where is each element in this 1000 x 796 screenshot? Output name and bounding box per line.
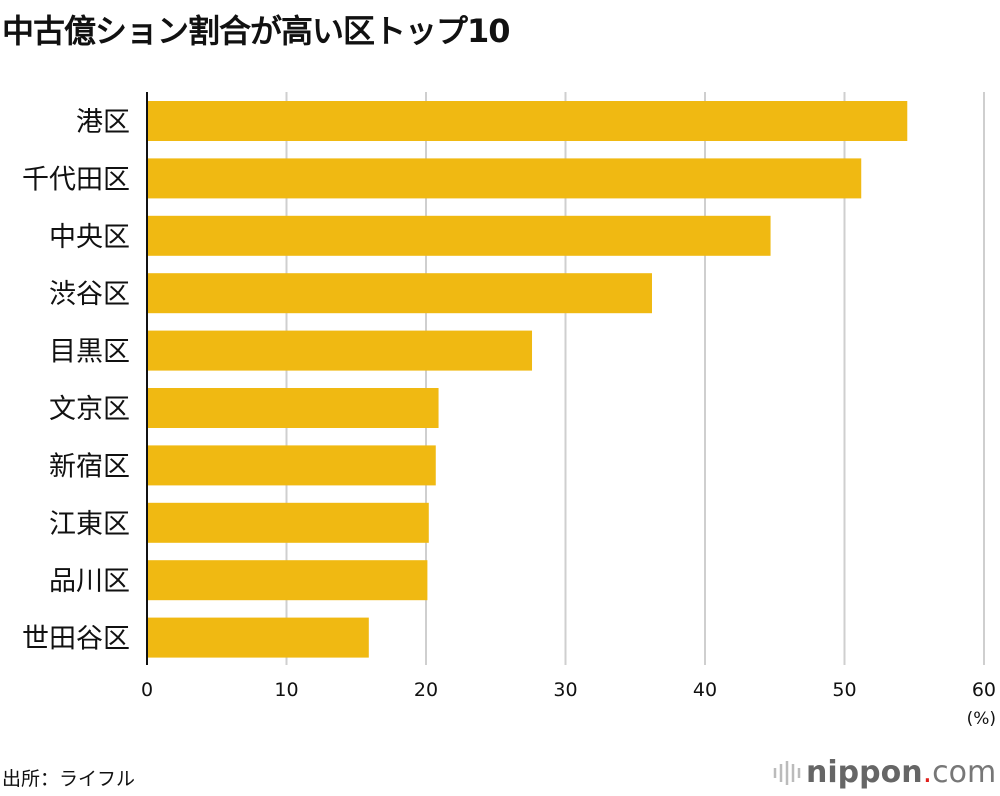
sound-wave-icon	[773, 761, 801, 785]
category-label: 目黒区	[49, 337, 130, 368]
source-note: 出所：ライフル	[2, 768, 136, 790]
category-label: 港区	[76, 107, 130, 138]
category-label: 世田谷区	[22, 624, 130, 655]
category-label: 文京区	[49, 394, 130, 425]
category-label: 中央区	[49, 222, 130, 253]
bar	[147, 388, 439, 428]
bar	[147, 101, 908, 141]
logo-suffix: com	[932, 755, 997, 790]
bar	[147, 617, 369, 658]
logo-name: nippon	[806, 755, 923, 790]
bar	[147, 502, 429, 543]
logo-dot: .	[922, 755, 933, 790]
category-label: 千代田区	[22, 164, 130, 195]
x-tick-label: 0	[141, 679, 153, 701]
x-tick-label: 10	[274, 679, 298, 701]
x-tick-label: 50	[832, 679, 856, 701]
bar	[147, 560, 428, 601]
chart-title: 中古億ション割合が高い区トップ10	[2, 12, 511, 50]
category-label: 新宿区	[49, 451, 130, 482]
x-tick-label: 60	[972, 679, 996, 701]
bar	[147, 158, 862, 199]
bar	[147, 273, 652, 314]
bar	[147, 330, 533, 371]
category-label: 江東区	[49, 509, 130, 540]
x-tick-label: 20	[414, 679, 438, 701]
nippon-logo: nippon.com	[772, 755, 996, 790]
x-tick-label: 40	[693, 679, 717, 701]
x-unit-label: (%)	[967, 709, 996, 729]
x-tick-label: 30	[553, 679, 577, 701]
bar	[147, 445, 436, 486]
category-label: 品川区	[49, 566, 130, 597]
category-label: 渋谷区	[49, 279, 130, 310]
bar	[147, 215, 771, 256]
